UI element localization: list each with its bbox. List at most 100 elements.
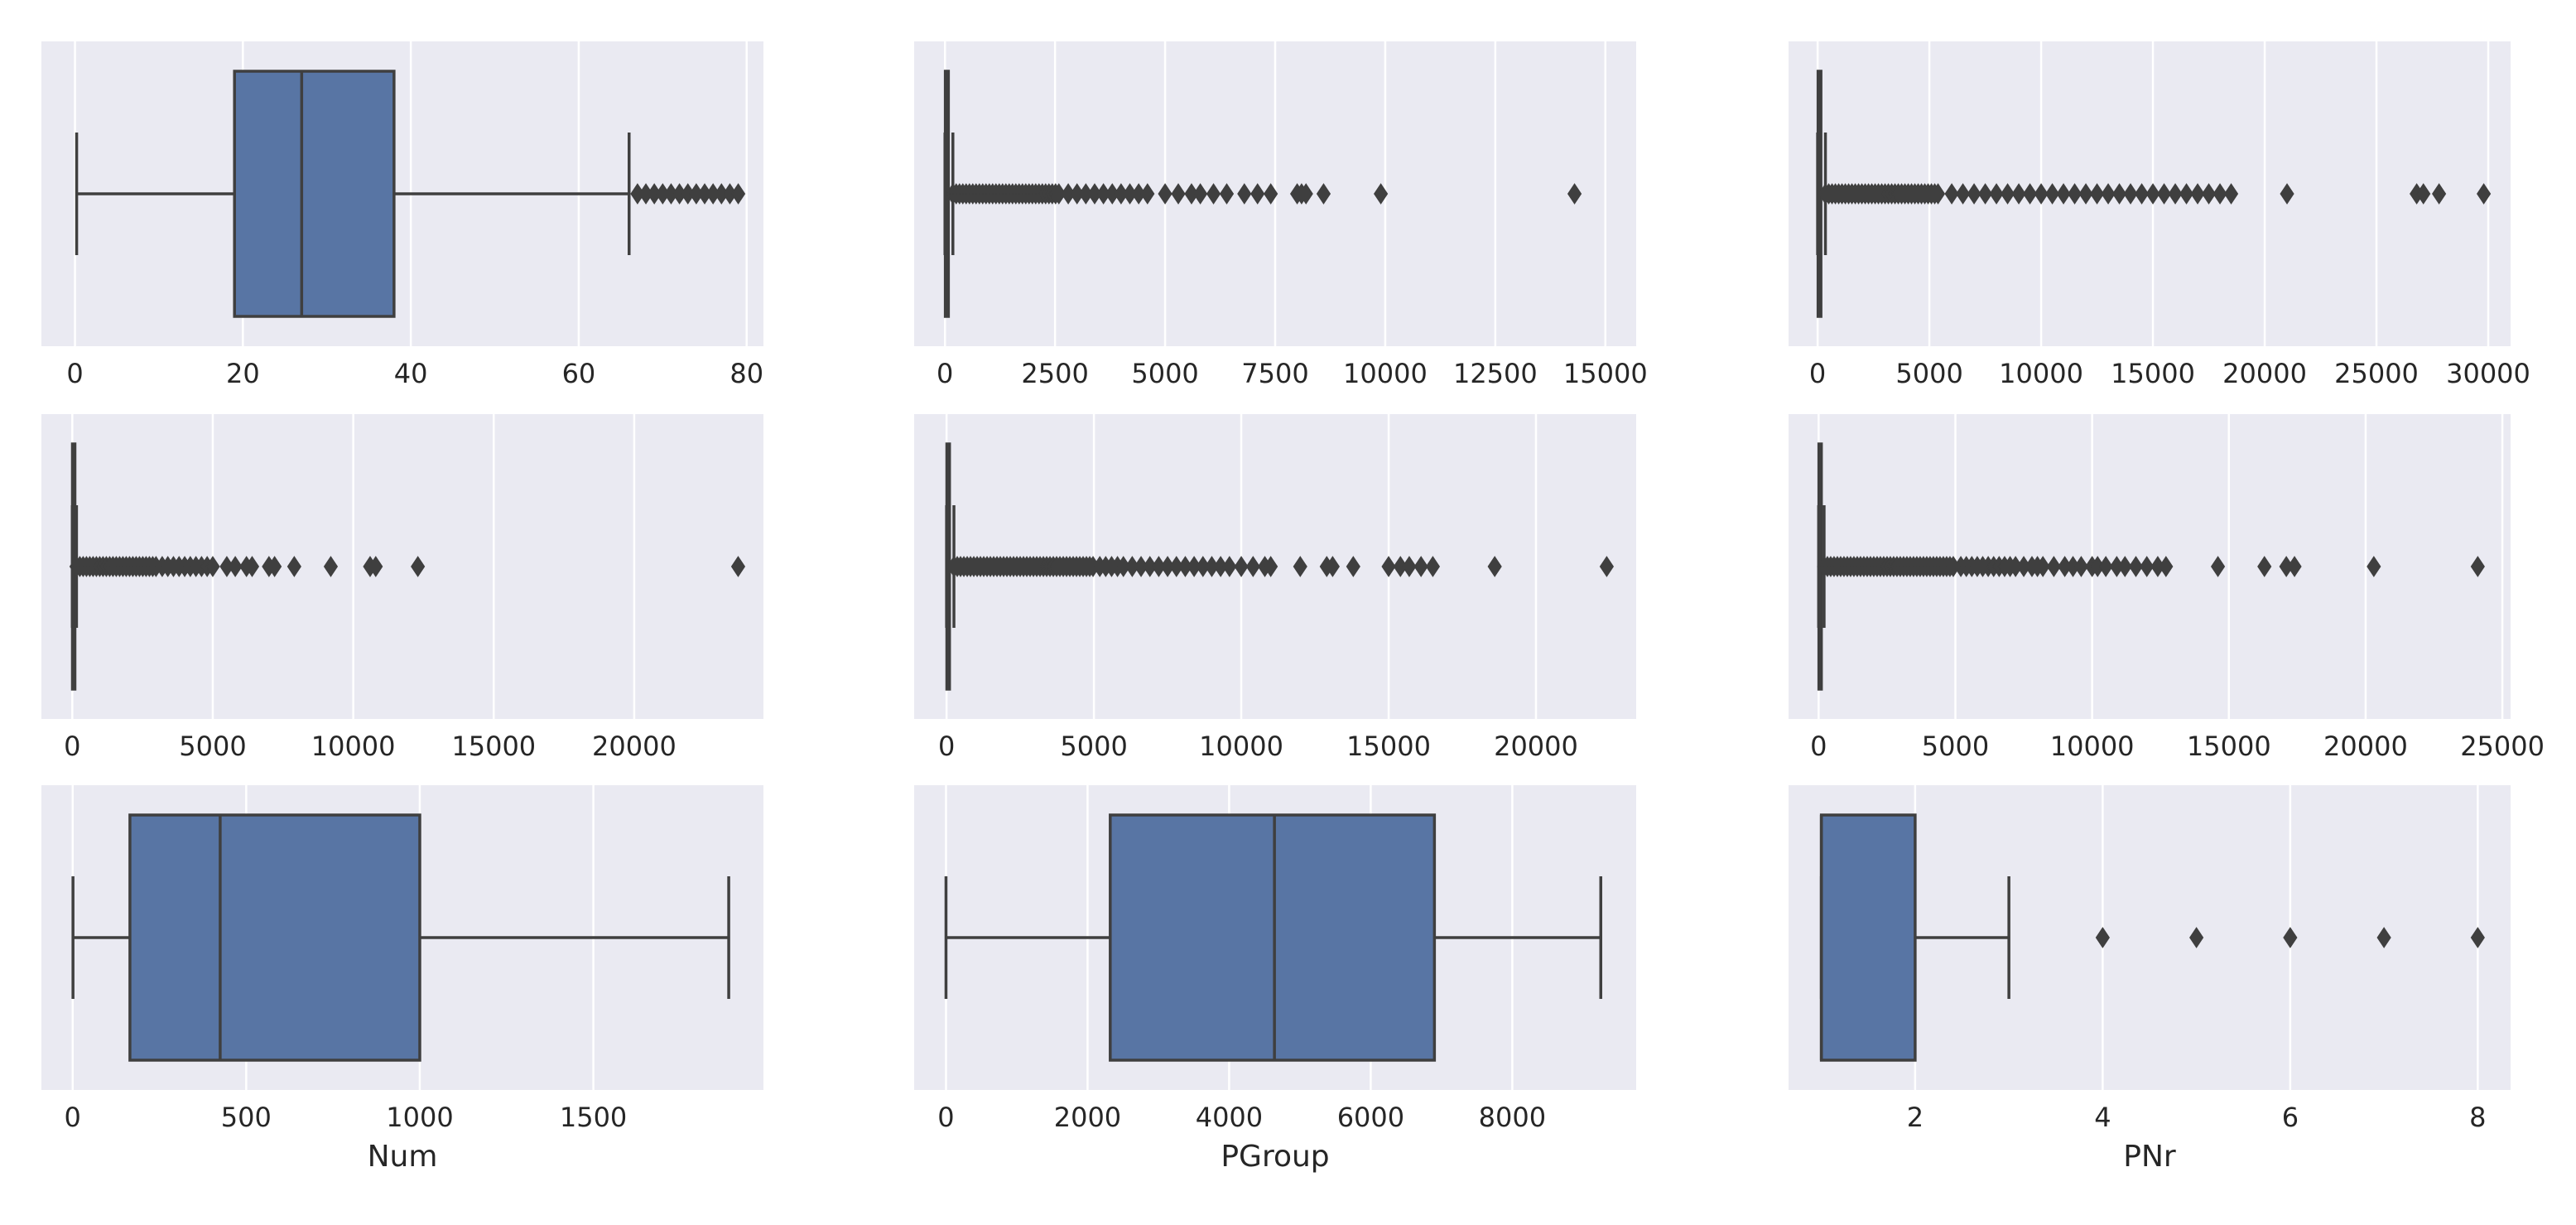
x-tick-label: 2500 xyxy=(1021,358,1088,389)
outlier-marker xyxy=(2283,927,2298,948)
outlier-marker xyxy=(730,556,746,577)
outlier-marker xyxy=(267,556,282,577)
outlier-marker xyxy=(1264,183,1278,205)
x-tick-label: 6000 xyxy=(1337,1102,1404,1133)
outlier-marker xyxy=(1955,183,1971,205)
outlier-marker xyxy=(1425,556,1441,577)
x-tick-label: 12500 xyxy=(1453,358,1538,389)
outlier-marker xyxy=(2123,183,2138,205)
x-tick-label: 0 xyxy=(937,1102,954,1133)
outlier-marker xyxy=(2287,556,2302,577)
x-tick-label: 5000 xyxy=(1131,358,1198,389)
x-tick-label: 20000 xyxy=(592,731,677,762)
outlier-marker xyxy=(1599,556,1615,577)
outlier-marker xyxy=(1413,556,1428,577)
outlier-marker xyxy=(205,556,220,577)
outlier-marker xyxy=(2477,183,2492,205)
outlier-marker xyxy=(1250,183,1265,205)
outlier-marker xyxy=(1158,183,1172,205)
outlier-marker xyxy=(2022,183,2038,205)
outlier-marker xyxy=(2035,556,2050,577)
x-tick-label: 6 xyxy=(2282,1102,2299,1133)
outlier-marker xyxy=(1298,183,1313,205)
outlier-marker xyxy=(411,556,426,577)
outlier-marker xyxy=(2212,183,2227,205)
outlier-marker xyxy=(323,556,339,577)
x-tick-label: 2 xyxy=(1907,1102,1924,1133)
x-tick-label: 1500 xyxy=(560,1102,627,1133)
outlier-marker xyxy=(1219,183,1235,205)
outlier-marker xyxy=(1977,183,1993,205)
outlier-marker xyxy=(2134,183,2150,205)
outlier-marker xyxy=(1402,556,1417,577)
outlier-marker xyxy=(1245,556,1260,577)
iqr-box xyxy=(1109,813,1437,1062)
outlier-marker xyxy=(2128,556,2144,577)
outlier-marker xyxy=(2257,556,2272,577)
x-tick-label: 80 xyxy=(729,358,763,389)
outlier-marker xyxy=(1237,183,1252,205)
x-axis-title: PNr xyxy=(2123,1140,2176,1174)
x-tick-label: 10000 xyxy=(1999,358,2083,389)
x-tick-label: 30000 xyxy=(2446,358,2530,389)
x-tick-label: 2000 xyxy=(1054,1102,1121,1133)
x-tick-label: 0 xyxy=(65,1102,81,1133)
outlier-marker xyxy=(2190,183,2205,205)
outlier-marker xyxy=(2067,183,2082,205)
outlier-marker xyxy=(2376,927,2391,948)
outlier-marker xyxy=(2140,556,2155,577)
subplot-4: 0 5000 10000 15000 20000 xyxy=(41,414,763,762)
x-tick-label: 10000 xyxy=(311,731,396,762)
outlier-marker xyxy=(2189,927,2204,948)
outlier-marker xyxy=(2034,183,2049,205)
outlier-marker xyxy=(2073,556,2089,577)
outlier-marker xyxy=(2179,183,2194,205)
x-axis-title: PGroup xyxy=(1221,1140,1329,1174)
subplot-3: 0 5000 10000 15000 20000 25000 30000 xyxy=(1789,41,2530,389)
outlier-marker xyxy=(228,556,243,577)
outlier-marker xyxy=(2210,556,2226,577)
outlier-marker xyxy=(2098,556,2113,577)
outlier-marker-dense xyxy=(1052,183,1067,205)
outlier-marker xyxy=(2168,183,2183,205)
x-tick-label: 25000 xyxy=(2334,358,2419,389)
x-tick-label: 15000 xyxy=(451,731,536,762)
x-tick-label: 0 xyxy=(1809,358,1826,389)
x-tick-label: 20000 xyxy=(2323,731,2408,762)
outlier-marker xyxy=(1206,183,1221,205)
outlier-marker xyxy=(2011,183,2026,205)
x-tick-label: 5000 xyxy=(1060,731,1127,762)
subplot-1: 0 20 40 60 80 xyxy=(41,41,763,389)
outlier-marker xyxy=(2470,556,2485,577)
outlier-marker xyxy=(1967,183,1981,205)
x-tick-label: 8000 xyxy=(1479,1102,1546,1133)
outlier-marker xyxy=(1193,183,1208,205)
x-tick-label: 0 xyxy=(938,731,955,762)
outlier-marker xyxy=(1325,556,1341,577)
outlier-marker xyxy=(1293,556,1307,577)
x-axis-title: Num xyxy=(368,1140,438,1174)
outlier-marker xyxy=(1944,183,1959,205)
x-tick-label: 15000 xyxy=(2111,358,2195,389)
outlier-marker xyxy=(1316,183,1331,205)
x-tick-label: 0 xyxy=(66,358,83,389)
x-tick-label: 10000 xyxy=(1343,358,1428,389)
x-tick-label: 7500 xyxy=(1241,358,1308,389)
outlier-marker xyxy=(2111,183,2127,205)
outlier-marker xyxy=(1567,183,1582,205)
x-tick-label: 4000 xyxy=(1196,1102,1263,1133)
x-tick-label: 500 xyxy=(221,1102,272,1133)
x-tick-label: 20000 xyxy=(1494,731,1578,762)
x-tick-label: 60 xyxy=(562,358,596,389)
outlier-marker xyxy=(2159,556,2174,577)
outlier-marker xyxy=(1374,183,1389,205)
x-tick-label: 20 xyxy=(226,358,260,389)
outlier-marker xyxy=(2089,183,2105,205)
iqr-box xyxy=(1819,813,1917,1062)
x-tick-label: 25000 xyxy=(2460,731,2545,762)
outlier-marker xyxy=(2416,183,2431,205)
subplot-2: 0 2500 5000 7500 10000 12500 15000 xyxy=(914,41,1648,389)
outlier-marker xyxy=(244,556,260,577)
outlier-marker xyxy=(1234,556,1249,577)
